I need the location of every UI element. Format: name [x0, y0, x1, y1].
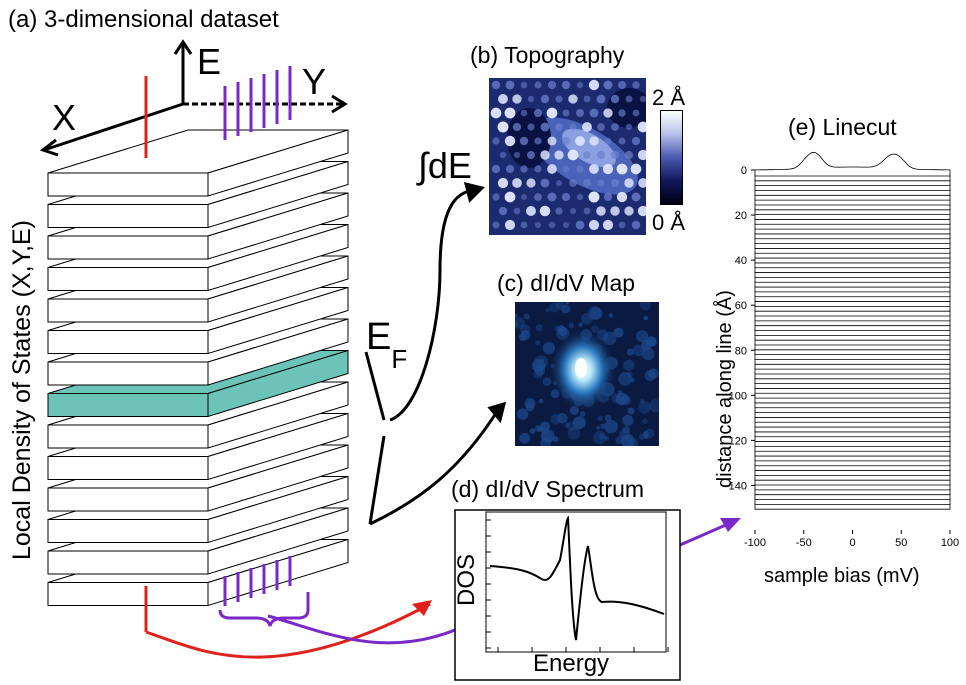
panel-b-title: (b) Topography [470, 42, 625, 68]
y-tick-label: 140 [729, 480, 747, 492]
purple-line-columns-top [223, 66, 292, 140]
colorbar [660, 110, 683, 205]
x-tick-label: 100 [941, 537, 959, 549]
linecut-ticks: 0 20 40 60 80 100 120 140 -100 -50 0 50 100 [729, 165, 960, 549]
y-tick-label: 80 [735, 345, 747, 357]
y-tick-label: 120 [729, 435, 747, 447]
purple-arrowhead [720, 518, 741, 532]
axis-e-label: E [197, 41, 222, 82]
panel-a-title: (a) 3-dimensional dataset [8, 6, 279, 33]
purple-curve-to-spectrum [267, 614, 456, 645]
spectrum-x-label: Energy [533, 650, 610, 677]
x-tick-label: -50 [796, 537, 812, 549]
purple-brace [218, 592, 310, 627]
linecut-y-label: distance along line (Å) [714, 290, 736, 488]
purple-line-columns-bottom [223, 556, 292, 606]
e-axis-arrowhead [173, 39, 193, 55]
red-curve-arrow [145, 602, 431, 659]
spectrum-panel [454, 509, 681, 681]
spectrum-y-label: DOS [453, 553, 480, 606]
panel-d-title: (d) dI/dV Spectrum [451, 476, 645, 502]
red-arrowhead [412, 600, 432, 616]
integral-de-label: ∫dE [418, 145, 472, 186]
panel-c-title: (c) dI/dV Map [497, 270, 636, 296]
y-axis-arrowhead [331, 94, 348, 114]
axis-y-label: Y [302, 61, 327, 102]
topography-image [489, 78, 646, 235]
colorbar-min-label: 0 Å [652, 210, 686, 235]
colorbar-max-label: 2 Å [652, 85, 686, 110]
fermi-energy-label: EF [366, 316, 408, 374]
x-tick-label: -100 [744, 537, 766, 549]
x-tick-label: 0 [849, 537, 855, 549]
panel-e-title: (e) Linecut [788, 114, 897, 140]
axis-arrows [39, 39, 348, 157]
energy-slab [47, 129, 349, 197]
y-tick-label: 100 [729, 390, 747, 402]
axis-x-label: X [52, 97, 77, 138]
spectrum-curve [489, 515, 665, 641]
y-tick-label: 0 [741, 165, 747, 177]
linecut-traces [754, 151, 951, 510]
y-tick-label: 60 [735, 300, 747, 312]
linecut-chart: 0 20 40 60 80 100 120 140 -100 -50 0 50 100 [729, 151, 960, 549]
x-axis-arrow [43, 102, 184, 152]
ldos-axis-label: Local Density of States (X,Y,E) [8, 220, 36, 560]
y-tick-label: 40 [735, 255, 747, 267]
ef-connector [364, 181, 507, 526]
purple-arrow-to-linecut [679, 522, 729, 547]
x-axis-arrowhead [39, 138, 59, 157]
linecut-trace [754, 151, 951, 177]
energy-slab-stack [47, 129, 349, 607]
didv-map-image [515, 302, 659, 446]
x-tick-label: 50 [895, 537, 907, 549]
linecut-x-label: sample bias (mV) [764, 565, 920, 587]
y-tick-label: 20 [735, 210, 747, 222]
